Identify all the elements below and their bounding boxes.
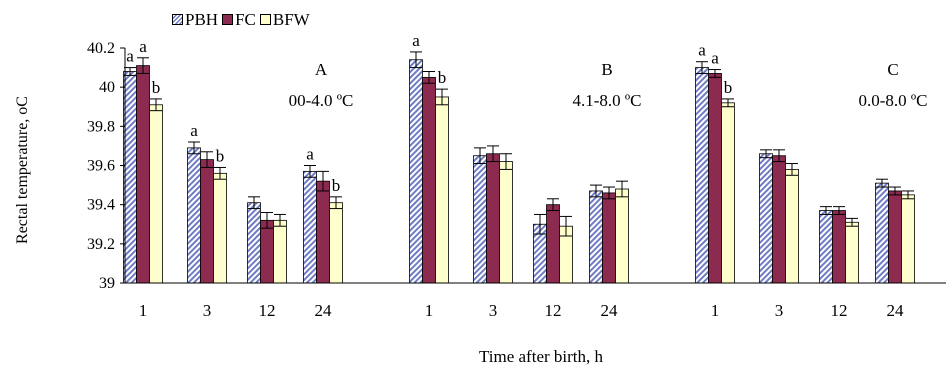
group-subtitle: 00-4.0 ºC [289,91,354,110]
legend-swatch-bfw [259,13,271,25]
significance-letter: a [190,121,198,140]
legend-label-bfw: BFW [272,9,310,29]
bar-fc [200,159,214,284]
group-title: A [315,60,328,79]
bar-bfw [329,202,343,284]
significance-letter: a [306,145,314,164]
bar-pbh [819,210,833,284]
bar-fc [260,219,274,284]
bar-fc [422,76,436,284]
bar-fc [486,153,500,284]
bar-fc [832,210,846,284]
bar-fc [708,73,722,284]
y-tick-label: 39.2 [87,236,115,253]
x-tick-label: 24 [887,301,905,320]
x-tick-label: 3 [489,301,498,320]
significance-letter: b [216,146,225,165]
bar-pbh [303,170,317,284]
y-tick-label: 39.4 [87,197,115,214]
significance-letter: a [412,31,420,50]
bar-pbh [695,67,709,284]
bar-fc [136,65,150,284]
group-subtitle: 0.0-8.0 ºC [858,91,927,110]
bar-pbh [409,59,423,284]
x-tick-label: 24 [601,301,619,320]
bar-pbh [759,153,773,284]
significance-letter: b [438,68,447,87]
bar-pbh [875,182,889,284]
significance-letter: b [724,78,733,97]
x-tick-label: 1 [139,301,148,320]
group-title: C [887,60,898,79]
y-tick-label: 40.2 [87,40,115,57]
y-tick-label: 39.8 [87,118,115,135]
bar-bfw [435,96,449,284]
x-ticks: 1 3 12 24 1 3 12 24 1 3 12 24 [139,301,904,320]
legend-item-pbh: PBH [172,11,218,28]
significance-letter: a [139,37,147,56]
legend: PBH FC BFW [172,7,314,31]
bar-fc [546,204,560,284]
significance-letter: a [126,47,134,66]
significance-letter: a [698,41,706,60]
bar-bfw [273,219,287,284]
y-axis-label: Rectal temperature, oC [14,96,31,244]
bar-bfw [721,102,735,284]
bar-fc [888,190,902,284]
bar-bfw [615,188,629,284]
y-ticks: 39 39.2 39.4 39.6 39.8 40 40.2 [87,40,125,292]
group-title: B [601,60,612,79]
x-tick-label: 12 [545,301,562,320]
significance-letter: b [332,176,341,195]
bar-bfw [499,161,513,284]
x-axis-label: Time after birth, h [479,347,604,366]
bar-fc [772,155,786,284]
x-tick-label: 3 [203,301,212,320]
legend-item-bfw: BFW [259,9,310,29]
y-tick-label: 39 [99,275,115,292]
bar-bfw [901,194,915,284]
legend-label-fc: FC [235,9,256,29]
bar-pbh [247,202,261,284]
y-tick-label: 40 [99,79,115,96]
group-subtitle: 4.1-8.0 ºC [572,91,641,110]
x-tick-label: 3 [775,301,784,320]
bar-bfw [785,169,799,284]
bar-bfw [845,221,859,284]
bar-pbh [473,155,487,284]
bar-fc [316,180,330,284]
x-tick-label: 1 [711,301,720,320]
x-tick-label: 1 [425,301,434,320]
bar-fc [602,192,616,284]
x-tick-label: 24 [315,301,333,320]
significance-letter: a [711,49,719,68]
legend-swatch-fc [222,13,234,25]
bar-pbh [589,190,603,284]
legend-swatch-pbh [172,13,183,25]
bar-pbh [187,147,201,284]
legend-label-pbh: PBH [185,9,219,29]
x-tick-label: 12 [831,301,848,320]
significance-letter: b [152,78,161,97]
bar-bfw [213,172,227,284]
x-tick-label: 12 [259,301,276,320]
group-titles: A 00-4.0 ºC B 4.1-8.0 ºC C 0.0-8.0 ºC [289,60,928,110]
bar-bfw [149,104,163,284]
y-tick-label: 39.6 [87,158,115,175]
legend-item-fc: FC [222,11,256,28]
